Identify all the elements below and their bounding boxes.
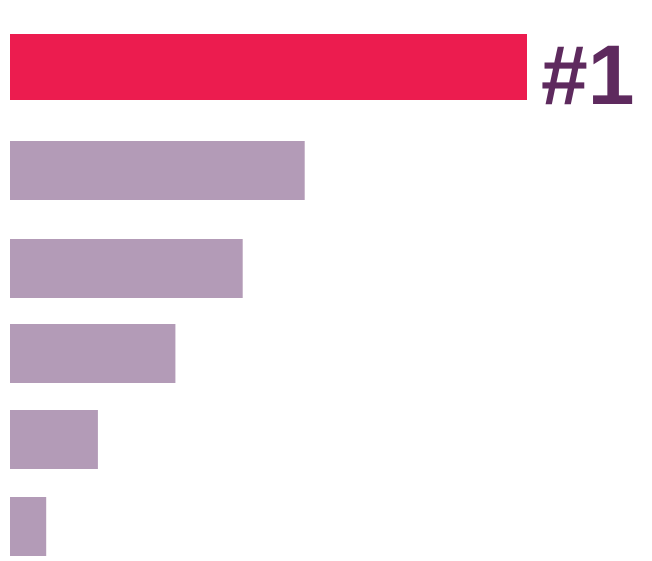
rank-annotation: #1 — [541, 28, 634, 122]
bar-4 — [10, 324, 176, 383]
bars-group — [10, 34, 527, 556]
bar-5 — [10, 410, 98, 469]
bar-6 — [10, 497, 47, 556]
bar-3 — [10, 239, 243, 298]
bar-2 — [10, 141, 305, 200]
bar-highlight — [10, 34, 527, 100]
